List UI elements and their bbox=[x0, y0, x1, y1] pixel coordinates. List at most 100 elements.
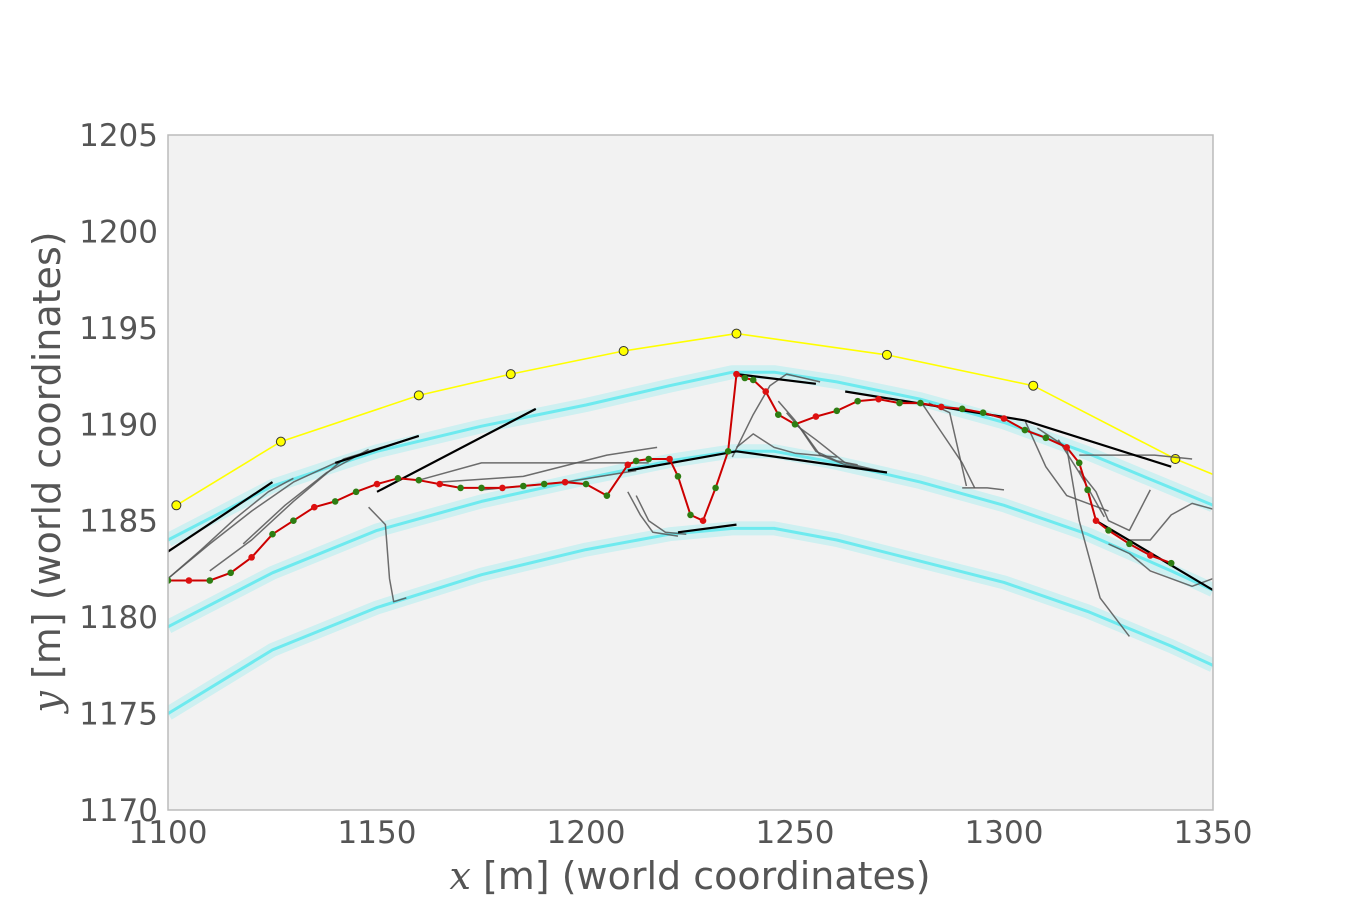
waypoint-marker bbox=[1028, 380, 1039, 391]
y-axis-label: y [m] (world coordinates) bbox=[25, 231, 69, 714]
trajectory-point bbox=[749, 376, 757, 384]
waypoint-marker bbox=[1170, 454, 1181, 464]
trajectory-point bbox=[1147, 552, 1154, 559]
lanes-layer bbox=[168, 365, 1213, 720]
candidate-path bbox=[736, 433, 837, 458]
trajectory-point bbox=[812, 413, 820, 420]
trajectory-point bbox=[185, 577, 193, 584]
trajectory-point bbox=[1105, 527, 1112, 534]
trajectory-point bbox=[791, 420, 799, 428]
y-tick-label: 1200 bbox=[79, 214, 158, 250]
trajectory-point bbox=[1075, 459, 1083, 467]
trajectory-point bbox=[699, 517, 707, 525]
y-axis-label-var: y bbox=[25, 691, 69, 715]
trajectory-point bbox=[582, 480, 590, 488]
selected-path bbox=[677, 523, 737, 534]
trajectory-point bbox=[394, 474, 402, 482]
trajectory-point bbox=[603, 492, 611, 499]
x-tick-label: 1100 bbox=[129, 815, 208, 851]
trajectory-point bbox=[632, 457, 640, 465]
trajectory-point bbox=[520, 482, 527, 490]
candidate-path bbox=[242, 448, 369, 545]
candidate-path bbox=[168, 462, 336, 580]
trajectory-point bbox=[311, 503, 318, 511]
y-tick-label: 1205 bbox=[79, 118, 158, 154]
trajectory-point bbox=[854, 397, 861, 405]
trajectory-point bbox=[1084, 486, 1091, 494]
trajectory-point bbox=[666, 455, 673, 463]
x-axis-label-var: x bbox=[449, 854, 470, 898]
selected-path bbox=[736, 450, 888, 474]
candidate-path bbox=[1108, 543, 1213, 588]
trajectory-point bbox=[979, 409, 987, 417]
trajectory-point bbox=[415, 476, 423, 484]
candidate-path bbox=[627, 491, 679, 537]
trajectory-point bbox=[1021, 426, 1029, 434]
waypoint-marker bbox=[505, 369, 516, 380]
trajectory-point bbox=[373, 480, 381, 488]
candidate-path bbox=[418, 462, 649, 481]
x-tick-label: 1300 bbox=[965, 815, 1044, 851]
trajectory-point bbox=[958, 405, 966, 413]
candidate-path bbox=[731, 373, 821, 458]
selected-path bbox=[1095, 519, 1213, 592]
waypoint-marker bbox=[171, 500, 182, 511]
trajectory-point bbox=[227, 569, 234, 577]
waypoints-layer bbox=[171, 328, 1213, 511]
trajectory-point bbox=[741, 374, 749, 382]
trajectory-point bbox=[674, 473, 682, 480]
x-tick-label: 1150 bbox=[338, 815, 417, 851]
trajectory-point bbox=[290, 517, 297, 525]
trajectory-point bbox=[1167, 559, 1175, 567]
x-axis-label-text: [m] (world coordinates) bbox=[471, 854, 931, 898]
trajectory-point bbox=[733, 370, 740, 378]
x-tick-label: 1200 bbox=[547, 815, 626, 851]
trajectory-point bbox=[687, 511, 694, 519]
trajectory-point bbox=[561, 478, 569, 486]
lane-line-2 bbox=[168, 449, 1213, 629]
trajectory-point bbox=[875, 395, 882, 403]
trajectory-point bbox=[624, 461, 632, 469]
trajectory-point bbox=[833, 407, 841, 415]
trajectory-point bbox=[478, 484, 485, 492]
trajectory-point bbox=[1063, 444, 1070, 451]
trajectory-point bbox=[762, 388, 770, 395]
trajectory-point bbox=[938, 403, 945, 411]
candidate-path bbox=[1078, 470, 1151, 532]
waypoint-marker bbox=[731, 328, 742, 339]
trajectory-point bbox=[540, 480, 548, 488]
x-axis-ticks: 1100 1150 1200 1250 1300 1350 bbox=[129, 815, 1253, 851]
selected-path bbox=[334, 434, 420, 464]
selected-path bbox=[1024, 419, 1172, 468]
candidate-path bbox=[368, 506, 407, 603]
y-tick-label: 1190 bbox=[79, 407, 158, 443]
y-tick-label: 1180 bbox=[79, 600, 158, 636]
waypoint-marker bbox=[413, 390, 424, 401]
trajectory-point bbox=[248, 554, 255, 561]
trajectory-point bbox=[499, 484, 506, 492]
y-tick-label: 1175 bbox=[79, 697, 158, 733]
selected-path bbox=[736, 373, 817, 385]
y-tick-label: 1170 bbox=[79, 793, 158, 829]
trajectory-point bbox=[331, 498, 339, 505]
trajectory-point bbox=[269, 530, 276, 538]
waypoint-marker bbox=[275, 436, 286, 447]
trajectory-point bbox=[1092, 517, 1100, 525]
trajectory-point bbox=[1042, 434, 1050, 442]
trajectory-point bbox=[1000, 415, 1008, 422]
candidate-path bbox=[439, 446, 658, 483]
trajectory-point bbox=[1126, 540, 1133, 548]
candidate-path bbox=[635, 495, 687, 535]
y-tick-label: 1185 bbox=[79, 504, 158, 540]
plot-area bbox=[168, 135, 1213, 810]
trajectory-point bbox=[645, 455, 652, 463]
candidate-path bbox=[1057, 439, 1105, 518]
trajectory-point bbox=[436, 480, 444, 488]
trajectory-point bbox=[774, 411, 782, 418]
y-axis-ticks: 1170 1175 1180 1185 1190 1195 1200 1205 bbox=[79, 118, 158, 829]
y-axis-label-text: [m] (world coordinates) bbox=[25, 231, 69, 691]
lane-line-1 bbox=[168, 370, 1213, 542]
trajectory-point bbox=[168, 577, 172, 584]
waypoint-marker bbox=[881, 349, 892, 360]
